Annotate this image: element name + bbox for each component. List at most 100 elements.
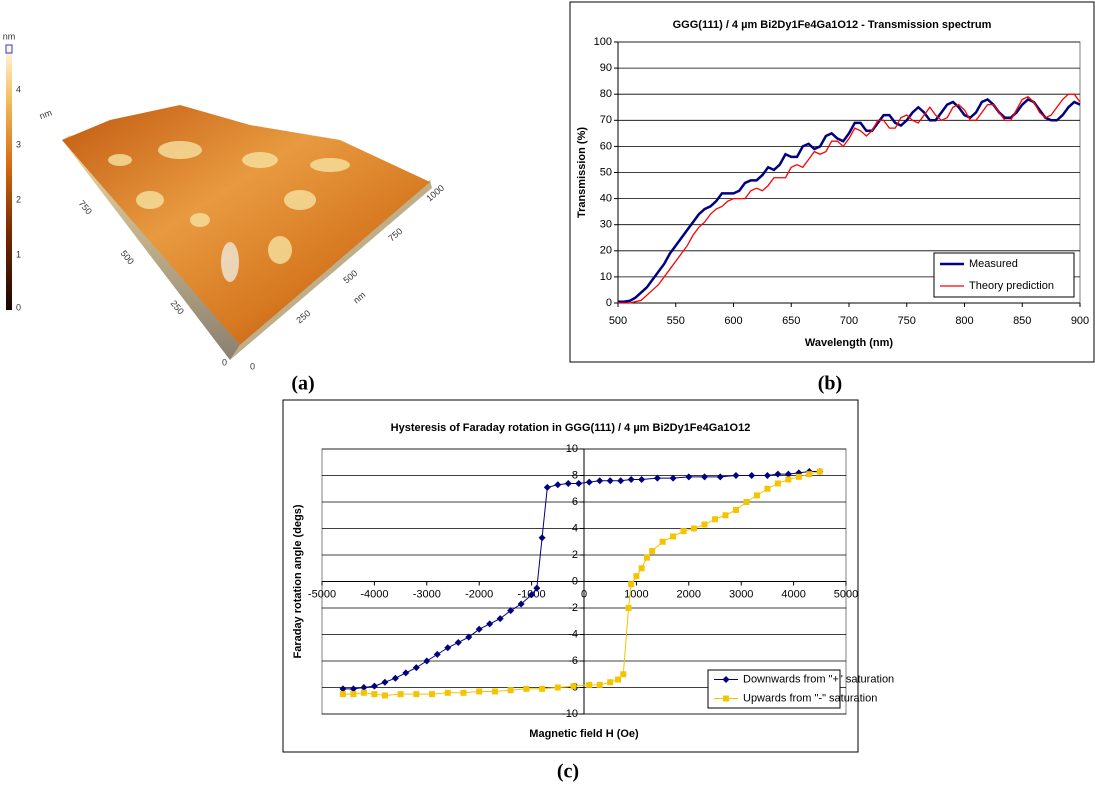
point (628, 581, 634, 587)
point (371, 691, 377, 697)
point (620, 671, 626, 677)
point (691, 526, 697, 532)
point (492, 688, 498, 694)
point (681, 528, 687, 534)
y-tick-label: 6 (572, 496, 578, 508)
x-tick-label: 3000 (729, 588, 753, 600)
y-tick-label: 30 (600, 219, 612, 231)
z-unit: nm (38, 107, 53, 121)
chart-title: Hysteresis of Faraday rotation in GGG(11… (391, 422, 751, 434)
y-tick-label: 100 (594, 36, 612, 48)
colorbar-tick: 0 (16, 302, 21, 312)
y-tick-label: 60 (600, 140, 612, 152)
x-tick-label: -4000 (360, 588, 388, 600)
point (722, 512, 728, 518)
x-tick-label: 700 (840, 315, 858, 327)
panel-label: (c) (557, 761, 579, 783)
point (712, 516, 718, 522)
legend-label: Upwards from "-" saturation (743, 692, 877, 704)
panel-label: (a) (291, 373, 314, 395)
y-tick-label: -10 (562, 708, 578, 720)
y-tick-label: 2 (572, 549, 578, 561)
axis1-tick: 250 (294, 308, 312, 325)
point (796, 474, 802, 480)
x-tick-label: 750 (898, 315, 916, 327)
point (429, 691, 435, 697)
point (670, 533, 676, 539)
figure: nm 4 3 2 1 0 nm 0 250 500 nm 750 1000 0 … (0, 0, 1095, 805)
x-axis-label: Magnetic field H (Oe) (529, 728, 639, 740)
surface (62, 105, 430, 345)
y-tick-label: 90 (600, 62, 612, 74)
colorbar-unit: nm (3, 31, 16, 41)
y-tick-label: -6 (568, 655, 578, 667)
axis2-tick: 750 (77, 198, 94, 216)
chart-title: GGG(111) / 4 µm Bi2Dy1Fe4Ga1O12 - Transm… (673, 19, 992, 31)
axis1-tick: 500 (341, 268, 359, 285)
point (571, 683, 577, 689)
point (460, 690, 466, 696)
x-tick-label: 900 (1071, 315, 1089, 327)
x-tick-label: 5000 (834, 588, 858, 600)
point (785, 476, 791, 482)
legend-marker (723, 696, 729, 702)
x-axis-label: Wavelength (nm) (805, 337, 894, 349)
point (445, 690, 451, 696)
axis2-tick: 500 (119, 248, 136, 266)
panel-label: (b) (818, 373, 842, 395)
point (398, 691, 404, 697)
axis2-tick: 0 (222, 357, 227, 367)
point (644, 555, 650, 561)
point (382, 692, 388, 698)
y-tick-label: 10 (566, 443, 578, 455)
point (340, 691, 346, 697)
point (649, 548, 655, 554)
x-tick-label: 600 (724, 315, 742, 327)
axis1-unit: nm (351, 290, 367, 306)
point (764, 486, 770, 492)
point (361, 690, 367, 696)
colorbar-tick: 3 (16, 139, 21, 149)
x-tick-label: -2000 (465, 588, 493, 600)
x-tick-label: 800 (955, 315, 973, 327)
legend-label: Theory prediction (969, 280, 1054, 292)
point (586, 682, 592, 688)
x-tick-label: 550 (667, 315, 685, 327)
legend-label: Downwards from "+" saturation (743, 673, 894, 685)
point (508, 687, 514, 693)
point (806, 471, 812, 477)
x-tick-label: -3000 (413, 588, 441, 600)
point (607, 679, 613, 685)
point (615, 677, 621, 683)
colorbar-tick: 4 (16, 84, 21, 94)
y-tick-label: 80 (600, 88, 612, 100)
y-tick-label: 10 (600, 271, 612, 283)
x-tick-label: 1000 (624, 588, 648, 600)
y-tick-label: 70 (600, 114, 612, 126)
y-axis-label: Faraday rotation angle (degs) (292, 504, 304, 658)
page: {"chart_data": [ {"type": "line", "title… (0, 0, 1095, 805)
x-tick-label: 650 (782, 315, 800, 327)
y-tick-label: 40 (600, 193, 612, 205)
y-tick-label: -2 (568, 602, 578, 614)
point (555, 685, 561, 691)
point (597, 682, 603, 688)
afm-image: nm 4 3 2 1 0 nm 0 250 500 nm 750 1000 0 … (3, 31, 446, 371)
x-tick-label: 850 (1013, 315, 1031, 327)
point (743, 499, 749, 505)
y-tick-label: 50 (600, 166, 612, 178)
y-tick-label: 4 (572, 522, 578, 534)
point (523, 686, 529, 692)
point (639, 565, 645, 571)
x-tick-label: 500 (609, 315, 627, 327)
axis1-tick: 750 (386, 226, 404, 243)
colorbar-tick: 1 (16, 249, 21, 259)
point (539, 686, 545, 692)
y-tick-label: 20 (600, 245, 612, 257)
point (733, 507, 739, 513)
point (817, 469, 823, 475)
axis2-tick: 250 (169, 298, 186, 316)
point (476, 688, 482, 694)
y-tick-label: 0 (606, 297, 612, 309)
x-tick-label: 4000 (781, 588, 805, 600)
